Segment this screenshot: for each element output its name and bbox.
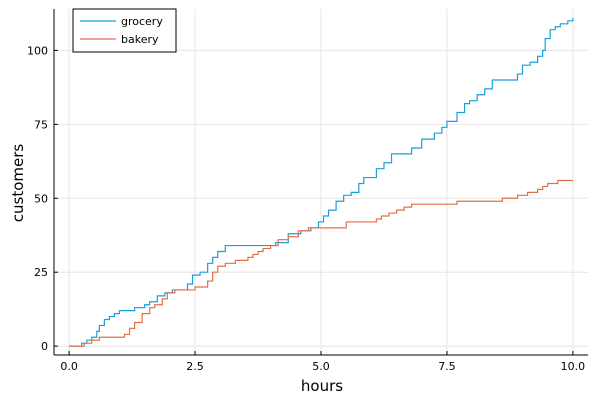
y-tick-label: 25 — [34, 266, 48, 279]
x-tick-label: 7.5 — [438, 360, 456, 373]
y-axis-label: customers — [9, 144, 27, 223]
legend: grocery bakery — [72, 8, 177, 53]
y-tick-label: 0 — [41, 340, 48, 353]
y-tick-label: 75 — [34, 118, 48, 131]
y-tick-label: 50 — [34, 192, 48, 205]
x-tick-label: 0.0 — [60, 360, 78, 373]
x-tick-label: 10.0 — [561, 360, 586, 373]
grid — [54, 9, 588, 355]
grocery-series-line — [69, 17, 574, 347]
ticks: 0.0 2.5 5.0 7.5 10.0 0 25 50 75 100 — [27, 44, 585, 373]
legend-grocery-label: grocery — [121, 15, 163, 28]
x-tick-label: 5.0 — [312, 360, 330, 373]
bakery-series-line — [69, 179, 573, 347]
series — [69, 17, 574, 347]
x-axis-label: hours — [301, 377, 343, 395]
y-tick-label: 100 — [27, 44, 48, 57]
legend-bakery-label: bakery — [121, 33, 159, 46]
x-tick-label: 2.5 — [186, 360, 204, 373]
legend-box — [72, 8, 177, 53]
